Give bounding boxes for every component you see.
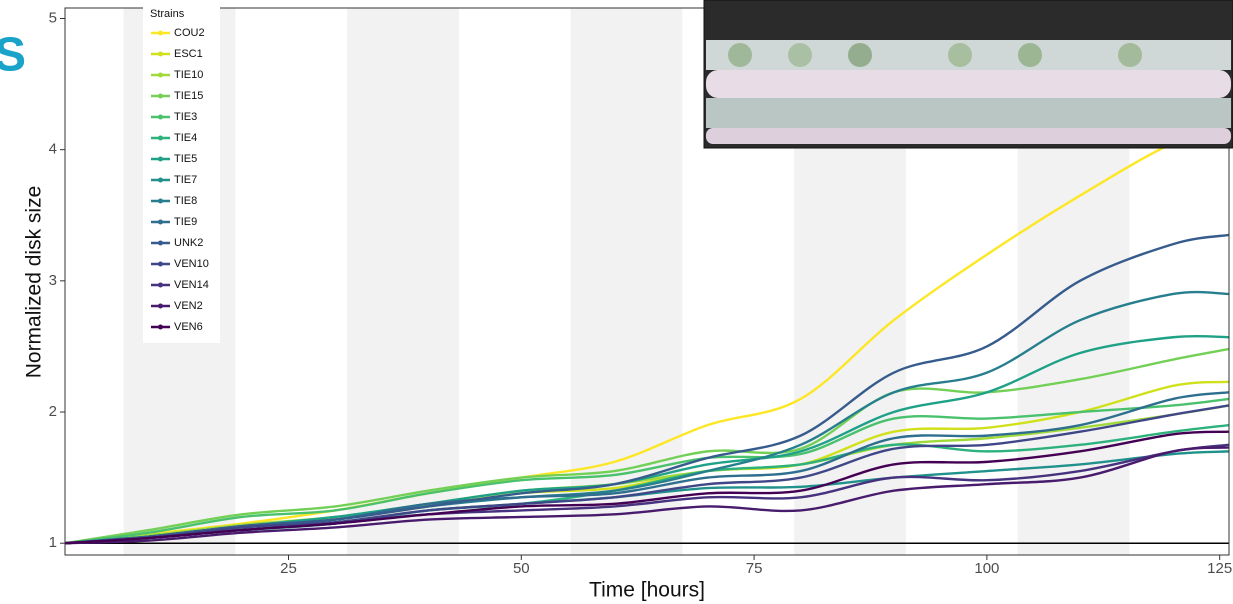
- legend-dot: [158, 220, 163, 225]
- legend-dot: [158, 199, 163, 204]
- legend-dot: [158, 157, 163, 162]
- legend-dot: [158, 94, 163, 99]
- legend-title: Strains: [150, 8, 185, 20]
- legend-label: UNK2: [174, 237, 203, 249]
- legend-dot: [158, 52, 163, 57]
- legend-label: VEN2: [174, 300, 203, 312]
- legend-dot: [158, 304, 163, 309]
- legend-dot: [158, 178, 163, 183]
- x-tick-label: 125: [1207, 560, 1232, 577]
- legend-label: TIE8: [174, 195, 197, 207]
- legend-dot: [158, 73, 163, 78]
- legend-label: COU2: [174, 27, 205, 39]
- legend-label: TIE10: [174, 69, 203, 81]
- panel-label: S: [0, 29, 26, 82]
- legend-dot: [158, 262, 163, 267]
- legend-label: TIE7: [174, 174, 197, 186]
- y-tick-label: 2: [49, 403, 57, 420]
- legend-label: VEN10: [174, 258, 209, 270]
- legend-dot: [158, 31, 163, 36]
- legend-label: TIE15: [174, 90, 203, 102]
- x-tick-label: 100: [974, 560, 999, 577]
- x-tick-label: 75: [746, 560, 763, 577]
- y-tick-label: 3: [49, 272, 57, 289]
- x-tick-label: 25: [280, 560, 297, 577]
- legend-dot: [158, 283, 163, 288]
- legend-dot: [158, 115, 163, 120]
- x-axis-title: Time [hours]: [589, 579, 705, 602]
- x-tick-label: 50: [513, 560, 530, 577]
- y-axis-title: Normalized disk size: [23, 186, 46, 379]
- y-tick-label: 4: [49, 141, 57, 158]
- legend-label: TIE9: [174, 216, 197, 228]
- night-band: [347, 8, 459, 555]
- legend-label: TIE5: [174, 153, 197, 165]
- legend-label: ESC1: [174, 48, 203, 60]
- legend: Strains COU2 ESC1 TIE10 TIE15 TIE3 TIE4 TIE5 TI…: [143, 7, 220, 343]
- inset-photo: [704, 0, 1233, 148]
- legend-dot: [158, 241, 163, 246]
- legend-label: VEN14: [174, 279, 209, 291]
- chart: 1 2 3 4 5 25 50 75 100 125 S Time [hours] Normali…: [0, 0, 1233, 604]
- legend-dot: [158, 325, 163, 330]
- legend-label: TIE4: [174, 132, 197, 144]
- y-tick-label: 1: [49, 534, 57, 551]
- legend-label: VEN6: [174, 321, 203, 333]
- legend-label: TIE3: [174, 111, 197, 123]
- y-tick-label: 5: [49, 9, 57, 26]
- legend-dot: [158, 136, 163, 141]
